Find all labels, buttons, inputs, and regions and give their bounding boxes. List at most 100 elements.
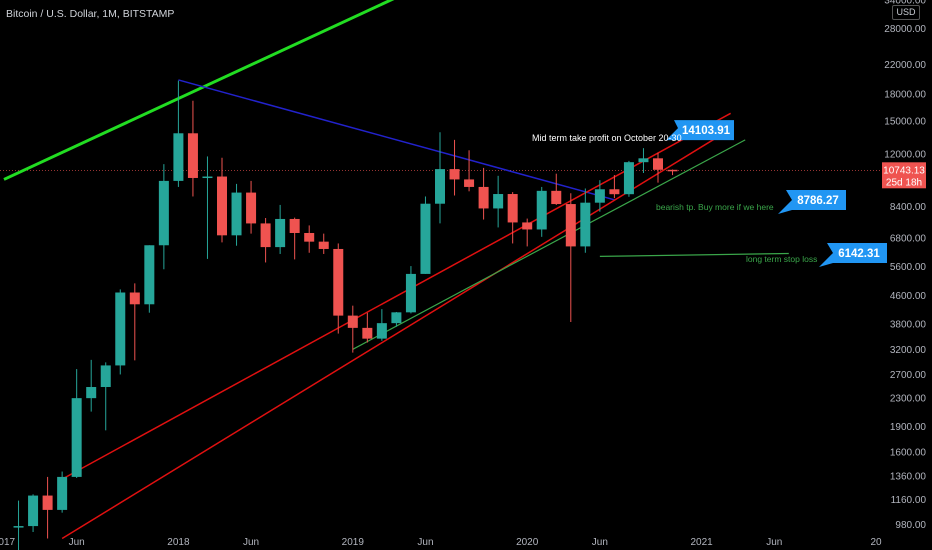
trend-line-red-upper	[61, 112, 732, 480]
price-tick-label: 28000.00	[884, 24, 926, 35]
price-tick-label: 3800.00	[890, 319, 927, 330]
time-tick-label: 2017	[0, 537, 16, 548]
time-tick-label: Jun	[69, 537, 85, 548]
candle-body	[144, 245, 155, 305]
candle-body	[28, 495, 39, 527]
candle-body	[653, 158, 663, 170]
trend-line-red-lower	[61, 128, 732, 540]
candle-body	[173, 133, 184, 181]
callout-value: 8786.27	[797, 195, 839, 207]
candle-body	[115, 292, 126, 366]
time-axis[interactable]: 2017 Jun 2018 Jun 2019 Jun 2020 Jun 2021 Jun 20	[0, 537, 882, 548]
candle-body	[289, 218, 300, 233]
candle-body	[435, 169, 445, 204]
candle-body	[231, 192, 242, 236]
trend-lines-layer	[3, 0, 789, 540]
price-tick-label: 1900.00	[890, 422, 927, 433]
candle-body	[609, 189, 620, 195]
candle-body	[376, 323, 387, 339]
candle-body	[187, 133, 198, 178]
price-tick-label: 1600.00	[890, 447, 927, 458]
candle-body	[246, 192, 257, 224]
candle-body	[493, 194, 504, 209]
candle-body	[478, 186, 489, 209]
annotation-stop-loss: long term stop loss	[746, 254, 817, 264]
candle-body	[638, 158, 649, 163]
price-callout: 6142.31	[819, 242, 887, 267]
candle-body	[522, 222, 533, 230]
time-tick-label: 20	[870, 537, 882, 548]
price-tick-label: 6800.00	[890, 233, 927, 244]
candle-body	[86, 387, 97, 399]
candle-body	[565, 204, 576, 247]
price-tick-label: 3200.00	[890, 345, 927, 356]
time-tick-label: Jun	[417, 537, 433, 548]
callout-box	[778, 190, 846, 215]
candle-body	[347, 315, 358, 328]
time-tick-label: Jun	[243, 537, 259, 548]
callout-box	[666, 120, 734, 141]
candle-body	[275, 218, 286, 248]
price-tick-label: 34000.00	[884, 0, 926, 7]
candle-body	[217, 176, 227, 236]
price-callout: 14103.91	[666, 120, 734, 141]
annotation-take-profit: Mid term take profit on October 20-30	[532, 133, 682, 143]
callout-box	[819, 242, 887, 267]
candle-body	[405, 273, 416, 313]
candle-body	[304, 232, 315, 242]
annotation-bearish-tp: bearish tp. Buy more if we here	[656, 202, 774, 212]
time-tick-label: 2021	[690, 537, 713, 548]
price-tick-label: 8400.00	[890, 202, 927, 213]
price-tick-label: 12000.00	[884, 149, 926, 160]
price-tick-label: 22000.00	[884, 60, 926, 71]
callout-value: 14103.91	[682, 125, 731, 137]
candle-body	[13, 526, 24, 528]
price-tick-label: 4600.00	[890, 291, 927, 302]
candle-body	[71, 398, 82, 477]
chart-title: Bitcoin / U.S. Dollar, 1M, BITSTAMP	[6, 8, 175, 20]
candle-body	[551, 190, 562, 205]
trend-line-stop-loss	[599, 252, 789, 258]
trend-line-long-green	[3, 0, 395, 181]
candle-body	[333, 248, 344, 316]
candle-body	[623, 162, 634, 195]
candle-body	[158, 180, 169, 246]
price-callout: 8786.27	[778, 190, 846, 215]
time-tick-label: Jun	[592, 537, 608, 548]
callout-value: 6142.31	[838, 248, 880, 260]
candle-body	[42, 495, 53, 510]
price-tick-label: 1160.00	[891, 495, 927, 506]
candle-body	[318, 241, 329, 249]
price-tick-label: 980.00	[895, 520, 926, 531]
candle-countdown: 25d 18h	[886, 177, 922, 188]
candle-body	[449, 169, 460, 180]
candle-body	[260, 223, 271, 248]
trend-line-blue	[178, 79, 615, 201]
candle-body	[100, 365, 111, 388]
time-tick-label: Jun	[766, 537, 782, 548]
price-tick-label: 15000.00	[884, 116, 926, 127]
time-tick-label: 2019	[342, 537, 365, 548]
candle-body	[464, 179, 475, 187]
candle-body	[420, 203, 431, 274]
current-price-value: 10743.13	[883, 165, 925, 176]
candle-body	[667, 169, 678, 172]
candle-body	[129, 292, 140, 305]
trend-line-thin-green	[352, 139, 746, 350]
currency-button[interactable]: USD	[892, 5, 920, 20]
candle-body	[57, 476, 68, 510]
candle-body	[536, 190, 547, 230]
price-tick-label: 5600.00	[890, 262, 927, 273]
price-axis[interactable]: 34000.00 28000.00 22000.00 18000.00 15000.00…	[882, 0, 926, 531]
candle-body	[362, 327, 373, 339]
current-price-bg	[882, 162, 926, 189]
price-tick-label: 2700.00	[890, 370, 927, 381]
candles-layer	[13, 80, 678, 550]
time-tick-label: 2018	[167, 537, 190, 548]
candle-body	[202, 176, 213, 179]
price-tick-label: 18000.00	[884, 90, 926, 101]
price-tick-label: 1360.00	[890, 471, 927, 482]
candle-body	[594, 189, 605, 203]
